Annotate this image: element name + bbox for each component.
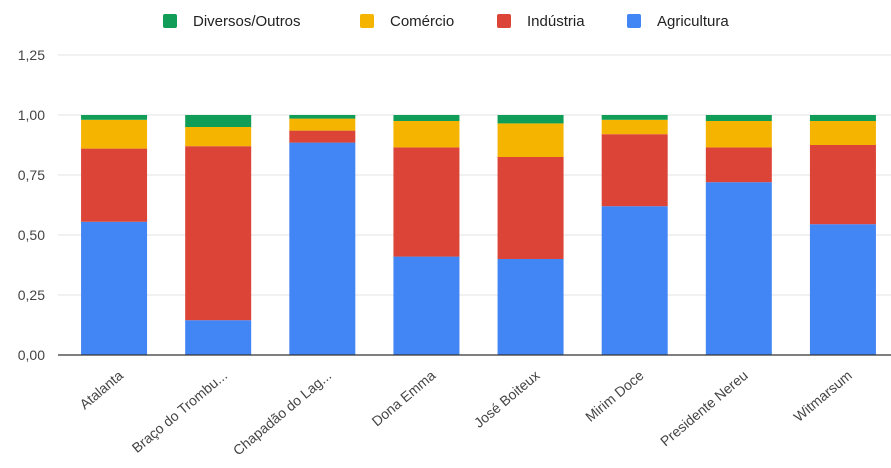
bar-comercio-presidente-nereu — [705, 121, 772, 148]
bar-industria-dona-emma — [393, 147, 460, 257]
bar-comercio-mirim-doce — [601, 119, 668, 135]
bar-diversos-outros-mirim-doce — [601, 115, 668, 120]
legend-item-industria: Indústria — [497, 13, 585, 30]
legend-label: Comércio — [390, 13, 454, 30]
bar-industria-jose-boiteux — [497, 157, 564, 259]
x-tick-label: Mirim Doce — [582, 367, 647, 425]
bar-agricultura-braco-do-trombu — [185, 320, 252, 355]
legend-item-diversos-outros: Diversos/Outros — [163, 13, 301, 30]
bars — [81, 115, 876, 355]
y-tick-label: 0,00 — [18, 347, 45, 363]
bar-diversos-outros-witmarsum — [809, 115, 876, 121]
legend-swatch — [627, 14, 641, 28]
bar-diversos-outros-braco-do-trombu — [185, 115, 252, 127]
x-tick-label: Chapadão do Lag... — [230, 367, 335, 458]
bar-diversos-outros-atalanta — [81, 115, 148, 120]
x-tick-label: Braço do Trombu... — [129, 367, 230, 456]
bar-industria-witmarsum — [809, 145, 876, 225]
legend-swatch — [360, 14, 374, 28]
bar-diversos-outros-presidente-nereu — [705, 115, 772, 121]
bar-industria-atalanta — [81, 148, 148, 222]
legend-label: Agricultura — [657, 13, 729, 30]
legend-item-comercio: Comércio — [360, 13, 454, 30]
bar-industria-braco-do-trombu — [185, 146, 252, 321]
legend: Diversos/Outros Comércio Indústria Agricult… — [163, 13, 729, 30]
bar-agricultura-witmarsum — [809, 224, 876, 355]
bar-diversos-outros-chapadao-do-lag — [289, 115, 356, 119]
bar-agricultura-chapadao-do-lag — [289, 142, 356, 355]
bar-agricultura-dona-emma — [393, 256, 460, 355]
bar-industria-presidente-nereu — [705, 147, 772, 183]
bar-industria-chapadao-do-lag — [289, 130, 356, 143]
legend-item-agricultura: Agricultura — [627, 13, 729, 30]
bar-diversos-outros-jose-boiteux — [497, 115, 564, 124]
y-tick-label: 0,50 — [18, 227, 45, 243]
x-tick-label: Dona Emma — [368, 367, 438, 429]
bar-agricultura-presidente-nereu — [705, 182, 772, 355]
bar-comercio-chapadao-do-lag — [289, 118, 356, 131]
bar-comercio-witmarsum — [809, 121, 876, 145]
y-tick-label: 0,75 — [18, 167, 45, 183]
bar-agricultura-atalanta — [81, 221, 148, 355]
y-tick-label: 1,00 — [18, 107, 45, 123]
legend-swatch — [497, 14, 511, 28]
legend-label: Indústria — [527, 13, 585, 30]
x-tick-label: Witmarsum — [790, 367, 855, 425]
bar-comercio-braco-do-trombu — [185, 127, 252, 147]
bar-comercio-dona-emma — [393, 121, 460, 148]
bar-diversos-outros-dona-emma — [393, 115, 460, 121]
x-tick-label: Presidente Nereu — [657, 367, 751, 449]
legend-label: Diversos/Outros — [193, 13, 301, 30]
x-tick-label: José Boiteux — [471, 367, 543, 431]
bar-agricultura-jose-boiteux — [497, 259, 564, 355]
x-tick-label: Atalanta — [76, 367, 126, 412]
bar-agricultura-mirim-doce — [601, 206, 668, 355]
bar-comercio-jose-boiteux — [497, 123, 564, 157]
legend-swatch — [163, 14, 177, 28]
bar-industria-mirim-doce — [601, 134, 668, 207]
y-tick-label: 0,25 — [18, 287, 45, 303]
y-tick-label: 1,25 — [18, 47, 45, 63]
bar-comercio-atalanta — [81, 119, 148, 149]
